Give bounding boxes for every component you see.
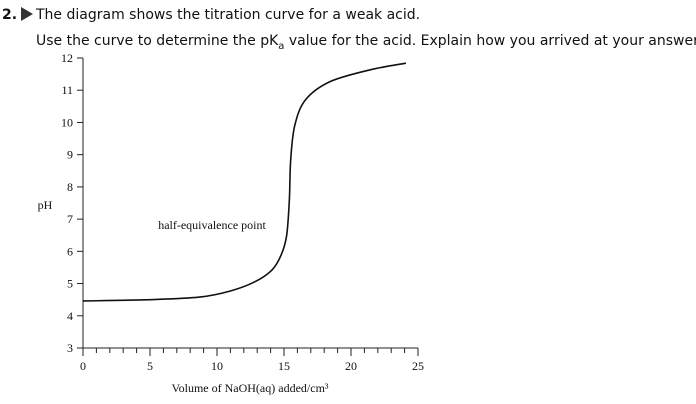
x-tick-label: 25 bbox=[412, 359, 424, 373]
question-number: 2. bbox=[2, 7, 17, 23]
y-tick-label: 5 bbox=[67, 277, 73, 291]
x-tick-label: 10 bbox=[211, 359, 223, 373]
y-tick-label: 9 bbox=[67, 148, 73, 162]
x-axis-label: Volume of NaOH(aq) added/cm³ bbox=[172, 381, 329, 395]
arrow-icon bbox=[21, 7, 33, 21]
text-part: value for the acid. Explain how you arri… bbox=[284, 33, 696, 49]
x-tick-label: 5 bbox=[147, 359, 153, 373]
y-tick-label: 3 bbox=[67, 341, 73, 355]
y-tick-label: 7 bbox=[67, 212, 73, 226]
y-tick-label: 6 bbox=[67, 244, 73, 258]
subscript: a bbox=[278, 41, 284, 52]
titration-curve bbox=[82, 62, 407, 302]
y-tick-label: 4 bbox=[67, 309, 73, 323]
y-axis-label: pH bbox=[38, 198, 53, 212]
question-line: The diagram shows the titration curve fo… bbox=[35, 7, 420, 23]
x-tick-label: 20 bbox=[345, 359, 357, 373]
y-tick-label: 10 bbox=[61, 115, 73, 129]
y-tick-label: 8 bbox=[67, 180, 73, 194]
text-part: Use the curve to determine the pK bbox=[36, 33, 279, 49]
question-line: Use the curve to determine the pKa value… bbox=[36, 33, 696, 52]
x-tick-label: 15 bbox=[278, 359, 290, 373]
x-tick-label: 0 bbox=[80, 359, 86, 373]
annotation: half-equivalence point bbox=[158, 218, 266, 232]
y-tick-label: 11 bbox=[61, 83, 73, 97]
y-tick-label: 12 bbox=[61, 51, 73, 65]
